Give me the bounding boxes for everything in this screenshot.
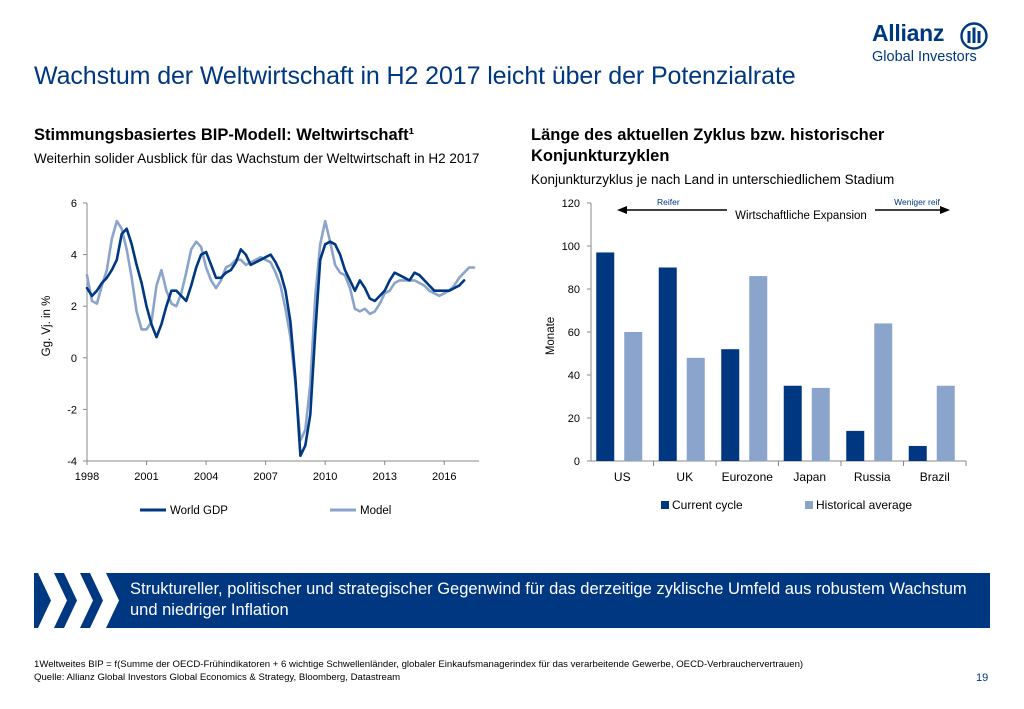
right-section-title: Länge des aktuellen Zyklus bzw. historis… [531,126,885,165]
left-section-title: Stimmungsbasiertes BIP-Modell: Weltwirts… [34,126,415,144]
arrow-left-icon [617,206,627,214]
x-tick-label: 2004 [194,471,218,483]
bar-historical-average [624,332,643,461]
series-model-line [85,219,476,442]
cycle-bar-chart: 120 100 80 60 40 20 0 Monate US UK Eurozone Japan Ru… [545,197,967,512]
x-tick-label: 2010 [313,471,337,483]
y-tick-label: 60 [568,327,580,339]
legend-swatch [805,501,813,509]
logo-subtext: Global Investors [872,49,977,65]
y-tick-label: 6 [71,198,77,210]
source-note: Quelle: Allianz Global Investors Global … [34,672,401,683]
x-tick-label: 2013 [372,471,396,483]
category-label: Japan [793,470,826,484]
x-tick-label: 2016 [432,471,456,483]
annotation-left-label: Reifer [657,197,680,207]
legend-label: Model [360,505,391,517]
y-tick-label: 120 [562,198,580,210]
y-tick-label: 0 [574,456,580,468]
left-section-subtitle: Weiterhin solider Ausblick für das Wachs… [34,151,480,166]
bar-current-cycle [783,385,802,461]
bar-current-cycle [908,445,927,461]
page-number: 19 [976,672,989,684]
y-axis-title: Monate [545,317,557,355]
bar-current-cycle [846,430,865,461]
key-message-banner: Struktureller, politischer und strategis… [34,573,990,628]
y-tick-label: 20 [568,413,580,425]
bar-current-cycle [658,267,677,461]
allianz-eagle-icon [960,22,988,50]
right-section-subtitle: Konjunkturzyklus je nach Land in untersc… [531,172,895,187]
y-tick-label: -2 [67,404,77,416]
y-tick-label: 40 [568,370,580,382]
banner-text: Struktureller, politischer und strategis… [130,580,967,619]
category-label: Brazil [920,470,950,484]
y-tick-label: -4 [67,456,77,468]
y-tick-label: 0 [71,353,77,365]
bar-historical-average [749,276,768,461]
category-label: UK [676,470,693,484]
y-tick-label: 100 [562,241,580,253]
y-tick-label: 80 [568,284,580,296]
annotation-center-label: Wirtschaftliche Expansion [735,210,867,222]
bar-historical-average [686,357,705,461]
legend-label: Historical average [816,498,912,512]
annotation-center-bg [727,207,875,223]
allianz-logo: Allianz Global Investors [862,20,992,72]
legend-swatch [661,501,669,509]
y-tick-label: 2 [71,301,77,313]
page-title: Wachstum der Weltwirtschaft in H2 2017 l… [34,62,796,90]
category-label: Eurozone [722,470,774,484]
y-tick-label: 4 [71,250,77,262]
bar-historical-average [874,323,893,461]
category-label: Russia [854,470,891,484]
y-axis-title: Gg. Vj. in % [41,296,53,357]
x-tick-label: 2001 [134,471,158,483]
legend-label: Current cycle [672,498,743,512]
bar-current-cycle [721,349,740,461]
footnote: 1Weltweites BIP = f(Summe der OECD-Frühi… [34,659,804,670]
bar-historical-average [811,387,830,461]
x-tick-label: 1998 [75,471,99,483]
series-world-gdp-line [85,227,466,458]
legend-label: World GDP [170,505,228,517]
bar-historical-average [936,385,955,461]
arrow-right-icon [940,206,950,214]
gdp-line-chart: 6 4 2 0 -2 -4 1998 2001 2004 2007 2010 2013 2016 Gg. … [41,198,479,517]
chevrons-icon [38,573,119,628]
x-tick-label: 2007 [253,471,277,483]
annotation-right-label: Weniger reif [894,197,940,207]
bar-current-cycle [596,252,615,461]
logo-brand-text: Allianz [872,20,945,46]
category-label: US [614,470,631,484]
